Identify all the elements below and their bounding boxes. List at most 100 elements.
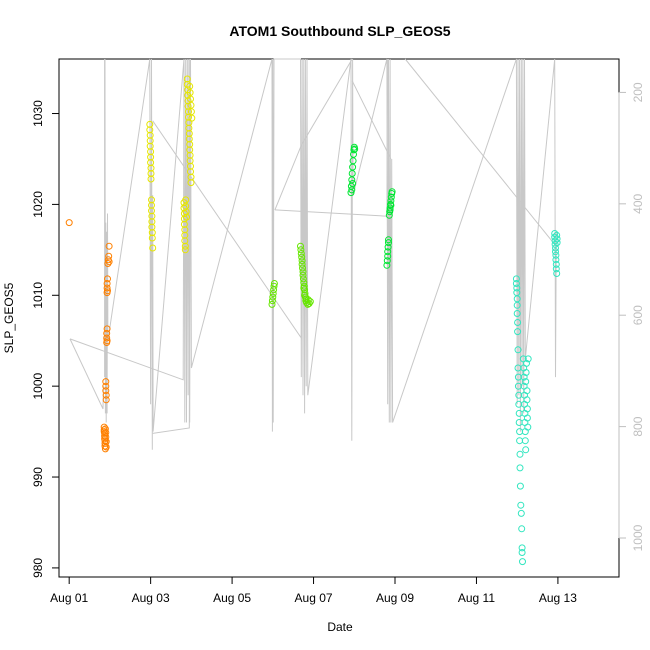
data-point bbox=[512, 280, 520, 287]
data-point bbox=[180, 220, 188, 228]
chart-title: ATOM1 Southbound SLP_GEOS5 bbox=[229, 23, 450, 39]
data-point bbox=[180, 210, 188, 217]
data-point bbox=[518, 549, 526, 556]
data-point bbox=[300, 279, 308, 287]
data-point bbox=[102, 429, 110, 436]
series-4 bbox=[347, 143, 396, 269]
data-point bbox=[517, 501, 525, 509]
data-point bbox=[147, 148, 155, 156]
data-point bbox=[552, 248, 559, 256]
data-point bbox=[187, 179, 195, 187]
data-point bbox=[181, 237, 189, 245]
data-point bbox=[297, 246, 305, 254]
data-point bbox=[104, 275, 111, 283]
data-point bbox=[299, 264, 306, 272]
data-point bbox=[185, 124, 193, 132]
right-y-tick-label: 800 bbox=[631, 416, 645, 436]
right-y-tick-label: 400 bbox=[631, 193, 645, 213]
data-point bbox=[185, 135, 193, 143]
data-point bbox=[518, 544, 526, 552]
data-point bbox=[523, 414, 531, 422]
data-point bbox=[102, 391, 110, 399]
data-point bbox=[553, 239, 561, 247]
data-point bbox=[102, 378, 110, 386]
data-point bbox=[385, 239, 392, 247]
data-point bbox=[101, 442, 109, 450]
data-point bbox=[516, 428, 524, 436]
data-point bbox=[386, 206, 394, 214]
data-point bbox=[299, 271, 307, 279]
y-axis: 980 990 1000 1010 1020 1030 bbox=[31, 100, 60, 578]
data-point bbox=[103, 325, 111, 333]
data-point bbox=[148, 218, 156, 226]
data-point bbox=[524, 355, 532, 363]
data-point bbox=[304, 296, 312, 304]
data-point bbox=[181, 246, 189, 254]
series-1 bbox=[65, 219, 113, 453]
data-point bbox=[350, 146, 358, 154]
data-point bbox=[514, 319, 522, 326]
data-point bbox=[146, 126, 154, 134]
data-point bbox=[103, 280, 111, 287]
x-axis: Aug 01 Aug 03 Aug 05 Aug 07 Aug 09 Aug 11 Aug … bbox=[50, 576, 577, 605]
series-5 bbox=[512, 230, 561, 566]
transit-line bbox=[274, 58, 353, 211]
data-point bbox=[515, 419, 523, 426]
data-point bbox=[148, 229, 156, 237]
data-point bbox=[553, 235, 561, 243]
data-point bbox=[105, 242, 113, 250]
profile-lines bbox=[104, 58, 557, 450]
data-point bbox=[269, 293, 277, 301]
data-point bbox=[523, 396, 531, 404]
data-point bbox=[104, 287, 111, 295]
data-point bbox=[185, 113, 192, 121]
data-point bbox=[102, 433, 110, 441]
y-tick-label: 980 bbox=[31, 558, 45, 578]
data-point bbox=[384, 248, 392, 256]
data-point bbox=[521, 437, 529, 445]
data-point bbox=[385, 236, 392, 244]
data-point bbox=[523, 387, 531, 395]
data-point bbox=[349, 180, 357, 187]
y-axis-label: SLP_GEOS5 bbox=[2, 282, 16, 353]
data-point bbox=[384, 252, 392, 260]
data-point bbox=[268, 300, 276, 308]
data-point bbox=[147, 164, 155, 172]
data-point bbox=[105, 258, 113, 266]
series-2 bbox=[146, 75, 196, 254]
data-point bbox=[147, 175, 155, 183]
data-point bbox=[516, 464, 524, 472]
transit-line bbox=[274, 58, 389, 217]
data-point bbox=[513, 310, 521, 317]
data-point bbox=[102, 396, 110, 404]
data-point bbox=[387, 197, 395, 205]
data-point bbox=[514, 328, 522, 336]
data-point bbox=[270, 280, 278, 287]
data-point bbox=[383, 257, 391, 265]
data-point bbox=[522, 369, 530, 376]
data-point bbox=[383, 261, 391, 269]
x-tick-label: Aug 13 bbox=[539, 591, 577, 605]
x-tick-label: Aug 01 bbox=[50, 591, 88, 605]
y-tick-label: 1030 bbox=[31, 100, 45, 127]
data-point bbox=[298, 253, 306, 261]
data-point bbox=[516, 450, 524, 458]
data-point bbox=[299, 268, 307, 276]
x-tick-label: Aug 11 bbox=[458, 591, 495, 605]
right-y-tick-label: 600 bbox=[631, 305, 645, 325]
data-point bbox=[103, 337, 111, 345]
y-tick-label: 990 bbox=[31, 467, 45, 487]
data-point bbox=[520, 373, 528, 381]
data-point bbox=[387, 201, 395, 209]
data-point bbox=[301, 291, 309, 299]
data-point bbox=[552, 265, 560, 273]
data-point bbox=[101, 437, 109, 445]
data-point bbox=[522, 446, 530, 454]
data-point bbox=[552, 260, 560, 268]
data-point bbox=[270, 282, 278, 290]
data-point bbox=[519, 558, 526, 566]
data-point bbox=[103, 284, 111, 292]
data-point bbox=[553, 270, 561, 277]
data-point bbox=[148, 234, 156, 242]
